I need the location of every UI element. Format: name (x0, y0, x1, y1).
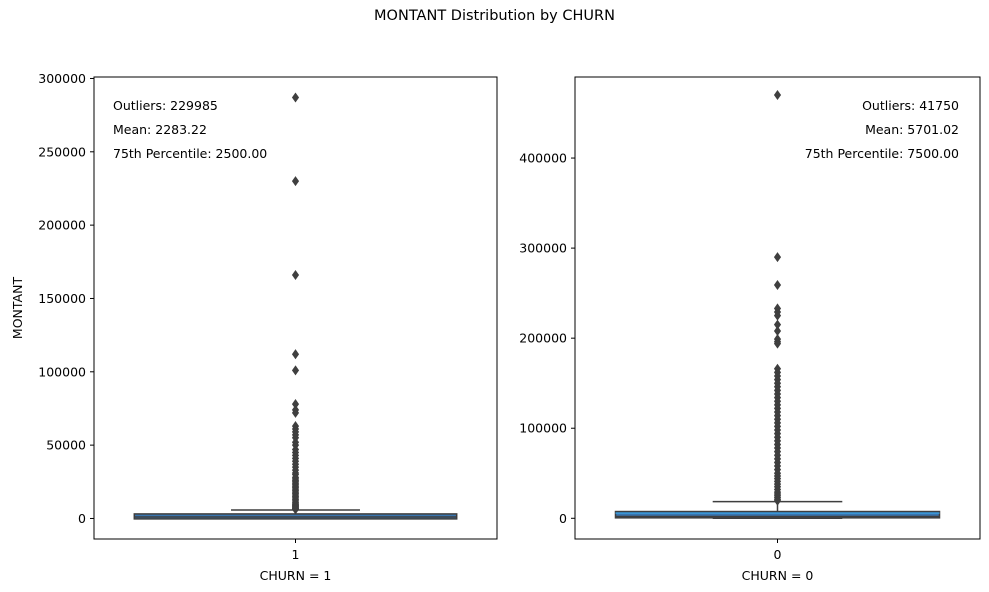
y-axis-label: MONTANT (10, 277, 25, 340)
outlier-point (773, 280, 782, 291)
outlier-point (291, 365, 300, 376)
outlier-point (773, 89, 782, 101)
annotation-text: Outliers: 229985 (113, 98, 218, 113)
outlier-point (773, 495, 782, 506)
annotation-text: 75th Percentile: 7500.00 (805, 146, 959, 161)
outlier-point (773, 338, 782, 349)
y-tick-label: 100000 (519, 421, 567, 436)
annotation-text: Outliers: 41750 (862, 98, 959, 113)
y-tick-label: 150000 (38, 291, 86, 306)
outlier-point (291, 349, 300, 360)
annotation-text: Mean: 2283.22 (113, 122, 207, 137)
y-tick-label: 200000 (519, 331, 567, 346)
panel-0: 0 100000 200000 300000 400000 0 CHURN = 0 Outli… (519, 76, 981, 583)
x-axis-label: CHURN = 0 (742, 568, 814, 583)
y-tick-label: 50000 (46, 438, 86, 453)
x-axis-label: CHURN = 1 (260, 568, 332, 583)
y-tick-label: 100000 (38, 364, 86, 379)
outlier-point (291, 92, 300, 103)
annotation-text: Mean: 5701.02 (865, 122, 959, 137)
y-tick-label: 400000 (519, 151, 567, 166)
y-tick-label: 250000 (38, 144, 86, 159)
y-tick-label: 300000 (38, 71, 86, 86)
x-tick-label: 0 (774, 547, 782, 562)
y-tick-label: 200000 (38, 218, 86, 233)
outlier-point (291, 269, 300, 281)
outlier-point (291, 504, 300, 515)
x-tick-label: 1 (292, 547, 300, 562)
y-tick-label: 300000 (519, 241, 567, 256)
annotation-text: 75th Percentile: 2500.00 (113, 146, 267, 161)
figure-title: MONTANT Distribution by CHURN (374, 8, 615, 24)
box-body (614, 510, 941, 519)
outlier-point (773, 252, 782, 263)
outlier-point (291, 176, 300, 187)
panel-1: 0 50000 100000 150000 200000 250000 300000 1 CHU… (10, 71, 498, 583)
y-tick-label: 0 (78, 511, 86, 526)
y-tick-label: 0 (559, 511, 567, 526)
outlier-point (291, 407, 300, 418)
